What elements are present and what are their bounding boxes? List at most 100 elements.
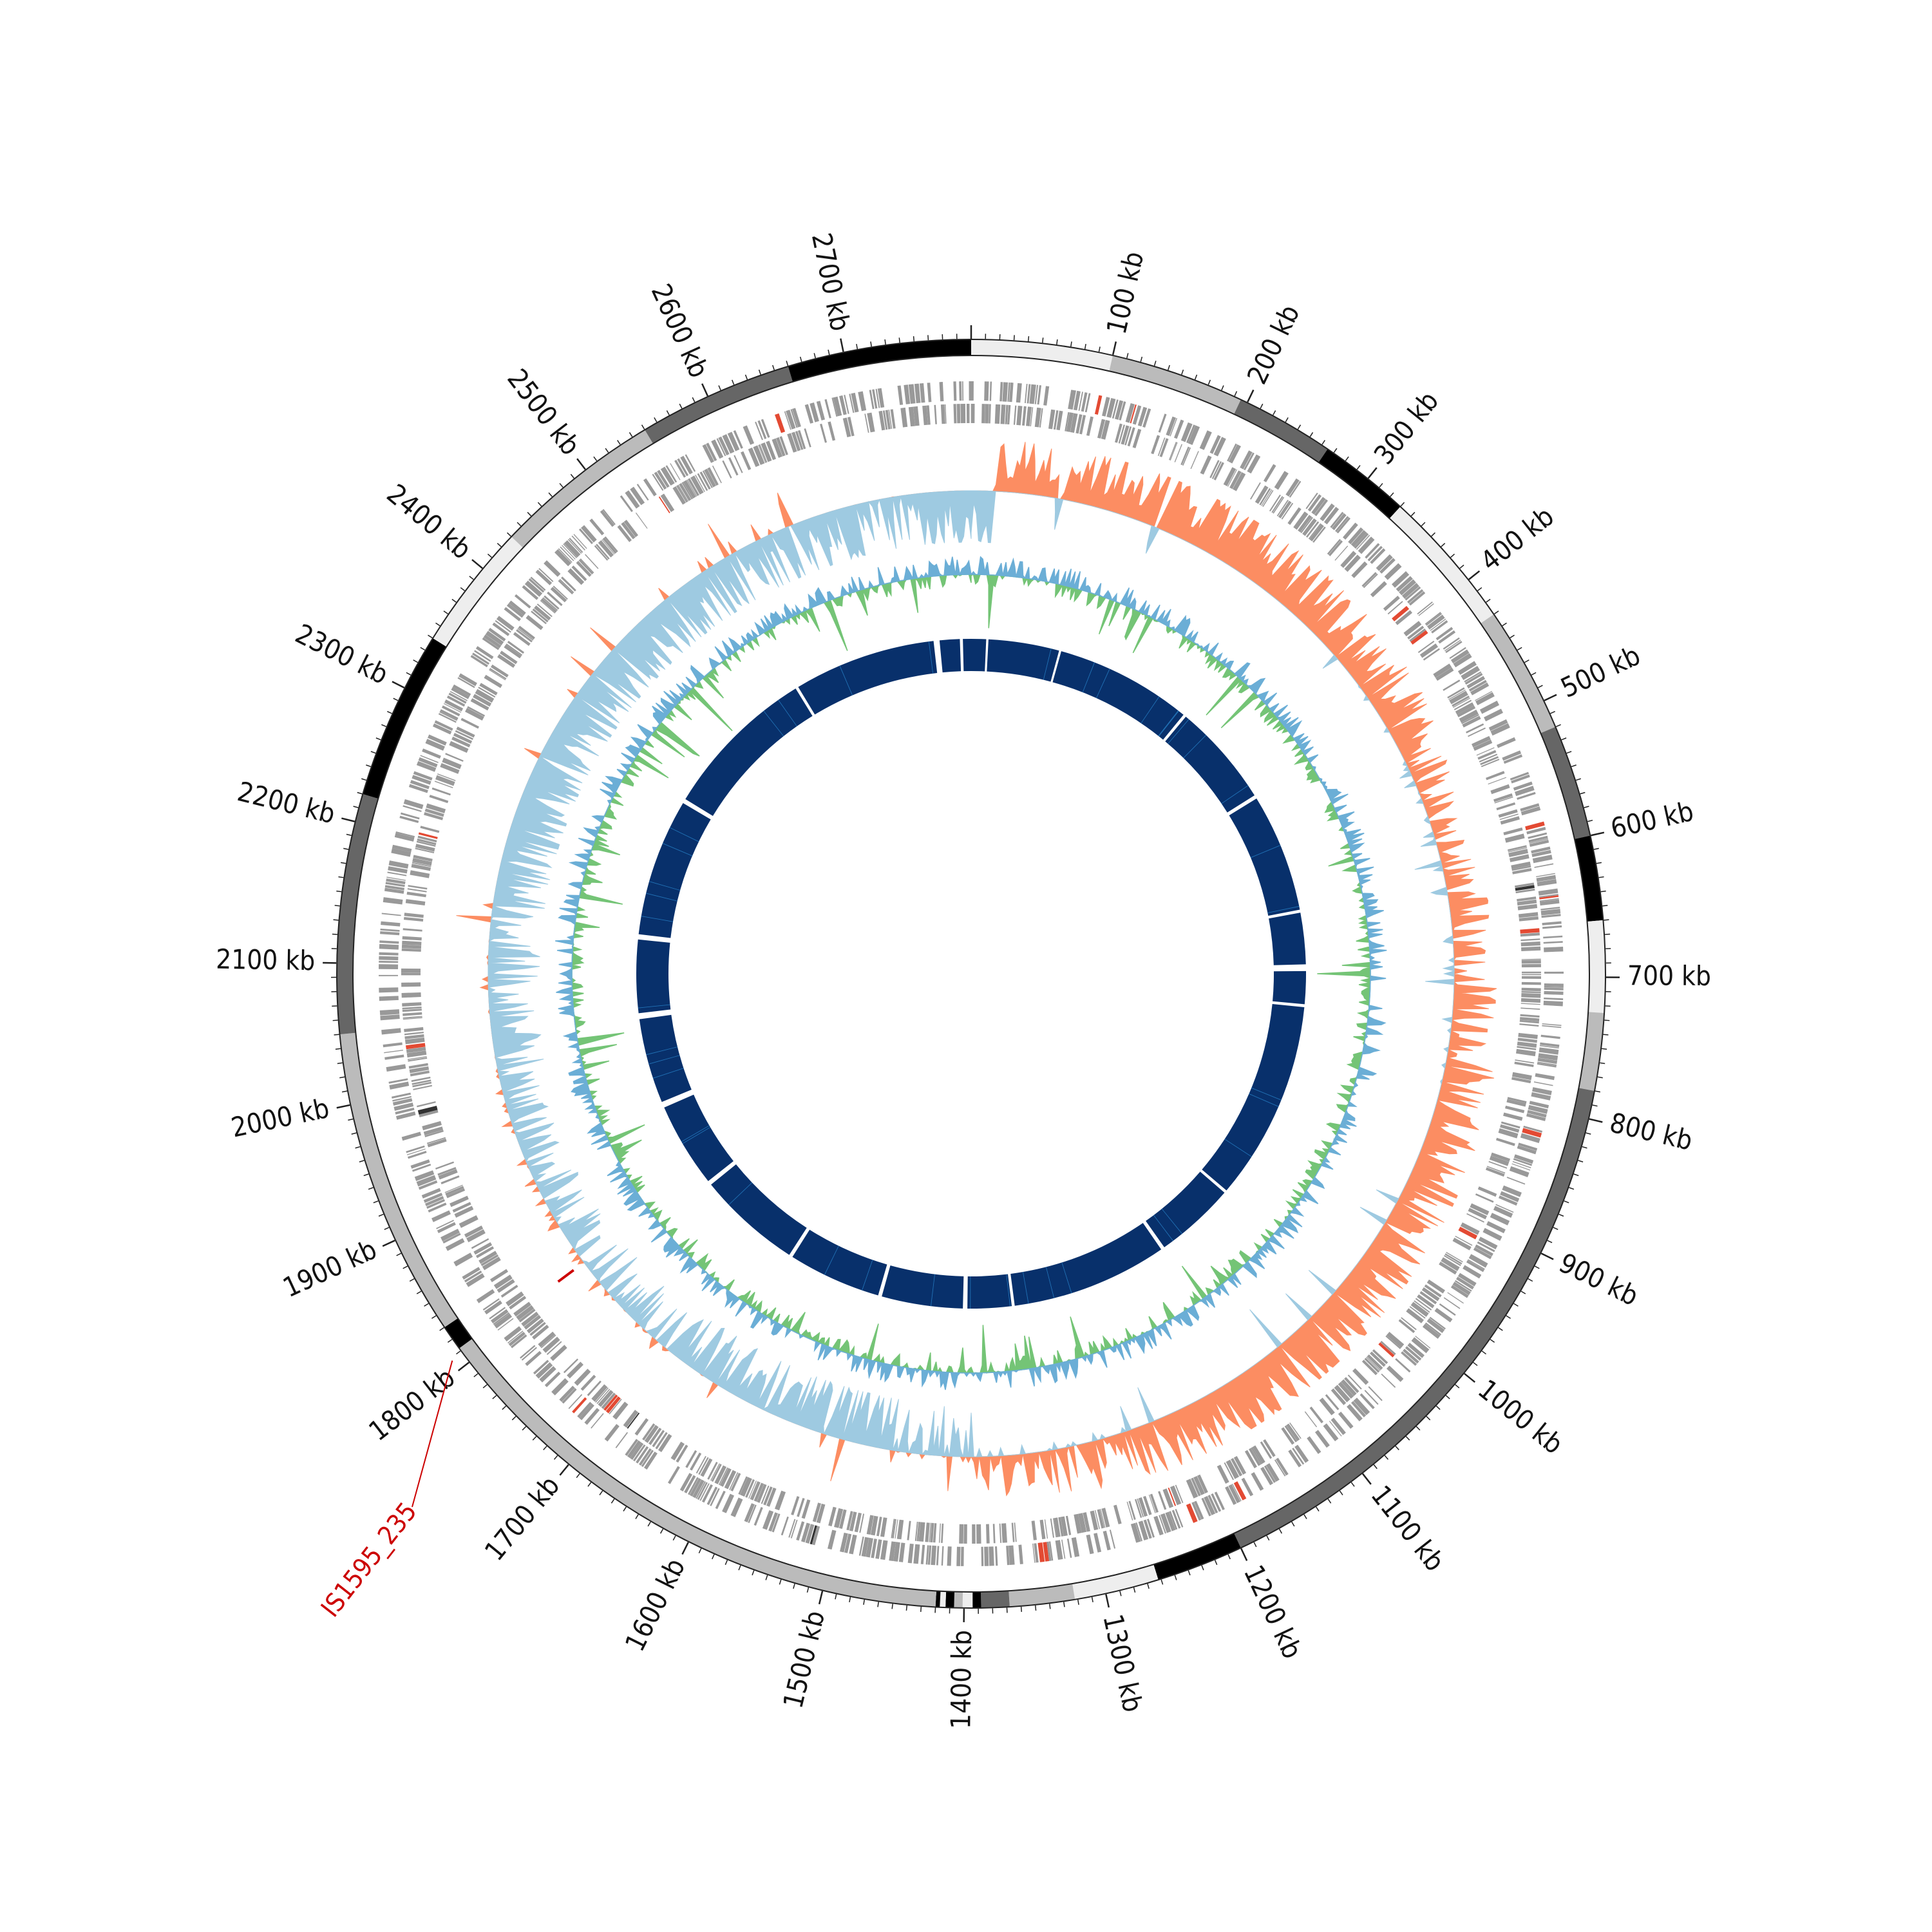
gene-feature — [1311, 497, 1326, 515]
gene-feature — [1097, 1509, 1104, 1529]
gene-feature — [1353, 1397, 1370, 1416]
gene-feature — [426, 803, 446, 813]
minor-tick — [1602, 905, 1608, 907]
gene-feature — [452, 1202, 471, 1213]
ideogram-band — [511, 430, 654, 548]
gene-feature — [774, 1490, 786, 1511]
gene-feature — [384, 885, 405, 891]
gene-feature — [1525, 821, 1545, 831]
gene-feature — [1378, 1342, 1395, 1358]
gene-feature — [702, 444, 714, 463]
homology-block — [1010, 1222, 1162, 1306]
gene-feature — [1241, 1477, 1254, 1497]
minor-tick — [666, 410, 670, 415]
minor-tick — [738, 1565, 741, 1571]
gene-feature — [1484, 708, 1503, 722]
gene-feature — [892, 1519, 896, 1539]
gene-feature — [482, 1256, 501, 1271]
gene-feature — [1352, 1368, 1369, 1385]
gene-feature — [696, 1481, 706, 1499]
gene-feature — [710, 1463, 720, 1481]
gene-feature — [985, 404, 989, 424]
major-tick — [382, 1240, 395, 1247]
gene-feature — [1521, 960, 1541, 964]
gene-feature — [1495, 1204, 1514, 1213]
gene-feature — [652, 1430, 665, 1448]
homology-block — [1273, 971, 1307, 1005]
gene-feature — [404, 913, 424, 918]
gene-feature — [711, 1464, 722, 1482]
gene-feature — [1518, 1032, 1538, 1039]
gene-feature — [478, 687, 496, 698]
gene-feature — [435, 1161, 455, 1170]
gene-feature — [893, 1542, 900, 1562]
gene-feature — [1251, 1472, 1264, 1491]
minor-tick — [758, 369, 761, 375]
gene-feature — [489, 668, 507, 680]
gene-feature — [1502, 750, 1522, 761]
homology-accent — [931, 1274, 935, 1307]
gene-feature — [1146, 1519, 1155, 1538]
minor-tick — [1234, 391, 1238, 397]
gene-feature — [679, 1473, 693, 1492]
minor-tick — [1063, 1602, 1065, 1607]
gene-feature — [544, 560, 561, 577]
gene-feature — [1182, 447, 1191, 466]
gene-feature — [437, 1167, 457, 1176]
gene-feature — [1227, 443, 1237, 462]
minor-tick — [641, 424, 645, 430]
gene-feature — [1543, 941, 1563, 944]
minor-tick — [359, 1160, 365, 1162]
gene-feature — [1521, 981, 1541, 985]
gene-feature — [1090, 1510, 1099, 1531]
gene-feature — [1007, 404, 1011, 425]
gene-feature — [1132, 405, 1142, 425]
gene-feature — [559, 578, 574, 593]
gene-feature — [1528, 835, 1548, 843]
ideogram-inner-border — [352, 355, 1590, 1593]
gene-feature — [1539, 894, 1558, 898]
gene-feature — [1381, 1373, 1396, 1388]
minor-tick — [406, 672, 412, 676]
minor-tick — [1390, 492, 1394, 497]
gene-feature — [689, 1478, 702, 1497]
minor-tick — [828, 349, 830, 355]
gene-feature — [679, 482, 692, 501]
gene-feature — [1452, 696, 1470, 707]
gene-feature — [1407, 625, 1425, 639]
gene-feature — [1265, 1463, 1280, 1482]
gene-feature — [687, 478, 699, 497]
gene-feature — [877, 388, 885, 408]
gene-feature — [960, 1546, 964, 1566]
gene-feature — [444, 699, 464, 712]
minor-tick — [1435, 1405, 1441, 1410]
gene-feature — [880, 1517, 887, 1537]
minor-tick — [1168, 365, 1170, 370]
gene-feature — [1439, 1261, 1457, 1275]
gene-feature — [1086, 1534, 1094, 1555]
gene-feature — [1255, 485, 1269, 504]
gene-feature — [1520, 928, 1540, 934]
gene-feature — [385, 882, 405, 887]
gene-feature — [429, 795, 449, 804]
gene-feature — [1498, 1128, 1519, 1139]
gene-feature — [1521, 958, 1541, 960]
minor-tick — [451, 598, 457, 603]
gene-feature — [701, 1484, 713, 1503]
gene-feature — [1544, 987, 1564, 990]
gene-feature — [379, 964, 399, 969]
gene-feature — [859, 1513, 865, 1533]
gene-feature — [927, 383, 932, 402]
gene-feature — [1543, 1000, 1563, 1007]
homology-block — [1229, 798, 1300, 916]
gene-feature — [1426, 614, 1445, 630]
gene-feature — [989, 404, 991, 424]
minor-tick — [659, 1528, 664, 1534]
gene-feature — [1289, 480, 1302, 498]
gene-feature — [1493, 793, 1513, 802]
gene-feature — [483, 634, 502, 649]
gene-feature — [1073, 390, 1081, 411]
minor-tick — [1441, 543, 1446, 547]
gene-feature — [416, 761, 437, 772]
gene-feature — [1531, 1092, 1551, 1101]
